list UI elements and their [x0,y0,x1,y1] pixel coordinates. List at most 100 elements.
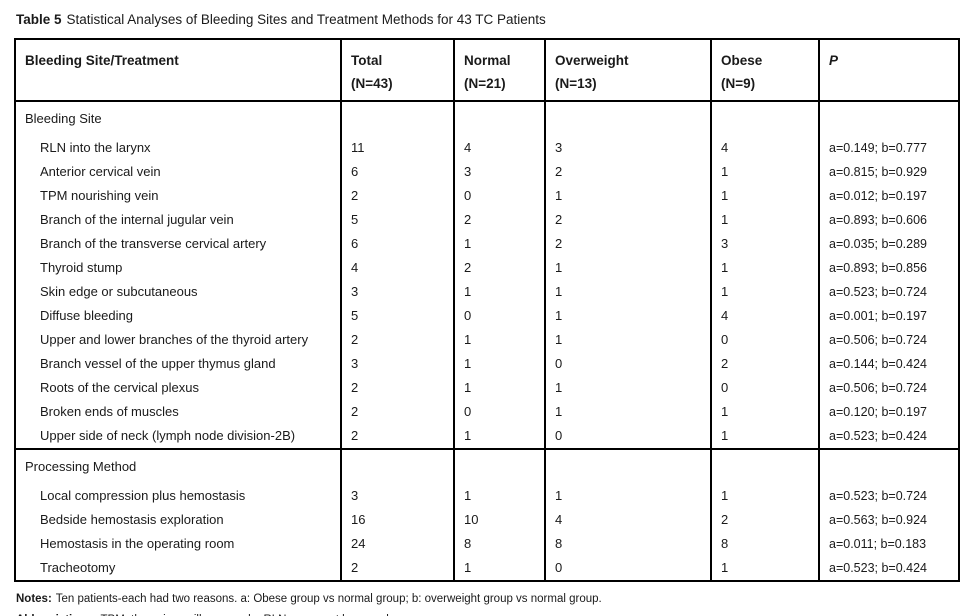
row-label: Branch of the internal jugular vein [40,212,234,227]
empty-cell [340,101,454,136]
table-row: Thyroid stump 4 2 1 1 a=0.893; b=0.856 [15,256,959,280]
cell-total: 5 [340,304,454,328]
cell-p-value: a=0.149; b=0.777 [818,136,959,160]
section-header-row-processing-method: Processing Method [15,448,959,484]
cell-obese: 1 [710,556,819,581]
cell-p-value: a=0.035; b=0.289 [818,232,959,256]
cell-normal: 1 [453,328,545,352]
table-row: Diffuse bleeding 5 0 1 4 a=0.001; b=0.19… [15,304,959,328]
abbreviations-label: Abbreviations: [16,614,97,616]
cell-overweight: 8 [544,532,711,556]
row-label: Diffuse bleeding [40,308,133,323]
table-footnotes: Notes: Ten patients-each had two reasons.… [16,589,963,616]
table-header: Bleeding Site/Treatment Total (N=43) Norm… [15,39,959,102]
cell-p-value: a=0.001; b=0.197 [818,304,959,328]
section-header-label: Bleeding Site [25,111,102,126]
cell-p-value: a=0.893; b=0.856 [818,256,959,280]
row-label: RLN into the larynx [40,140,151,155]
col-header-total: Total (N=43) [340,39,454,102]
cell-total: 6 [340,232,454,256]
cell-p-value: a=0.563; b=0.924 [818,508,959,532]
cell-overweight: 1 [544,304,711,328]
table-number: Table 5 [16,12,62,27]
col-header-bleeding-site-treatment: Bleeding Site/Treatment [15,39,341,102]
cell-normal: 1 [453,424,545,449]
cell-normal: 1 [453,352,545,376]
cell-overweight: 0 [544,352,711,376]
cell-obese: 0 [710,328,819,352]
section-header-label: Processing Method [15,448,341,484]
cell-total: 24 [340,532,454,556]
row-label: Broken ends of muscles [40,404,179,419]
table-row: TPM nourishing vein 2 0 1 1 a=0.012; b=0… [15,184,959,208]
cell-p-value: a=0.893; b=0.606 [818,208,959,232]
row-label: TPM nourishing vein [40,188,159,203]
row-label: Tracheotomy [40,560,116,575]
row-label: Branch of the transverse cervical artery [40,236,267,251]
cell-p-value: a=0.120; b=0.197 [818,400,959,424]
table-row: Roots of the cervical plexus 2 1 1 0 a=0… [15,376,959,400]
cell-obese: 4 [710,136,819,160]
col-header-p-value: P [818,39,959,102]
cell-overweight: 1 [544,280,711,304]
cell-p-value: a=0.012; b=0.197 [818,184,959,208]
abbreviations-text: TPM, thoracic papillary muscle; RLN, rec… [101,614,424,616]
cell-overweight: 0 [544,556,711,581]
empty-cell [818,448,959,484]
cell-normal: 1 [453,232,545,256]
cell-normal: 0 [453,304,545,328]
cell-overweight: 4 [544,508,711,532]
cell-normal: 1 [453,484,545,508]
table-row: Anterior cervical vein 6 3 2 1 a=0.815; … [15,160,959,184]
table-row: Upper side of neck (lymph node division-… [15,424,959,449]
empty-cell [453,448,545,484]
empty-cell [818,101,959,136]
notes-text: Ten patients-each had two reasons. a: Ob… [55,593,602,605]
cell-overweight: 2 [544,160,711,184]
cell-obese: 1 [710,400,819,424]
cell-normal: 1 [453,376,545,400]
cell-p-value: a=0.523; b=0.424 [818,556,959,581]
statistics-table: Bleeding Site/Treatment Total (N=43) Norm… [14,38,960,582]
cell-overweight: 1 [544,376,711,400]
row-label: Local compression plus hemostasis [40,488,246,503]
cell-overweight: 1 [544,184,711,208]
col-header-sub: (N=13) [555,76,597,91]
cell-obese: 1 [710,184,819,208]
cell-p-value: a=0.144; b=0.424 [818,352,959,376]
col-header-overweight: Overweight (N=13) [544,39,711,102]
cell-obese: 1 [710,280,819,304]
row-label: Bedside hemostasis exploration [40,512,224,527]
table-row: Bedside hemostasis exploration 16 10 4 2… [15,508,959,532]
cell-overweight: 1 [544,328,711,352]
table-body: Bleeding Site RLN into the larynx 11 4 3… [15,101,959,581]
row-label: Thyroid stump [40,260,123,275]
table-row: Skin edge or subcutaneous 3 1 1 1 a=0.52… [15,280,959,304]
empty-cell [544,101,711,136]
cell-total: 6 [340,160,454,184]
table-row: Hemostasis in the operating room 24 8 8 … [15,532,959,556]
cell-normal: 8 [453,532,545,556]
cell-p-value: a=0.815; b=0.929 [818,160,959,184]
cell-overweight: 1 [544,400,711,424]
cell-p-value: a=0.523; b=0.724 [818,484,959,508]
col-header-sub: (N=43) [351,76,393,91]
cell-overweight: 1 [544,256,711,280]
cell-obese: 8 [710,532,819,556]
table-row: Branch vessel of the upper thymus gland … [15,352,959,376]
cell-total: 2 [340,556,454,581]
notes-label: Notes: [16,593,52,605]
cell-normal: 0 [453,400,545,424]
row-label: Skin edge or subcutaneous [40,284,198,299]
empty-cell [710,448,819,484]
col-header-label: Bleeding Site/Treatment [25,53,179,68]
empty-cell [544,448,711,484]
cell-obese: 3 [710,232,819,256]
col-header-sub: (N=21) [464,76,506,91]
cell-total: 4 [340,256,454,280]
cell-normal: 0 [453,184,545,208]
table-row: Tracheotomy 2 1 0 1 a=0.523; b=0.424 [15,556,959,581]
cell-normal: 10 [453,508,545,532]
cell-p-value: a=0.506; b=0.724 [818,328,959,352]
